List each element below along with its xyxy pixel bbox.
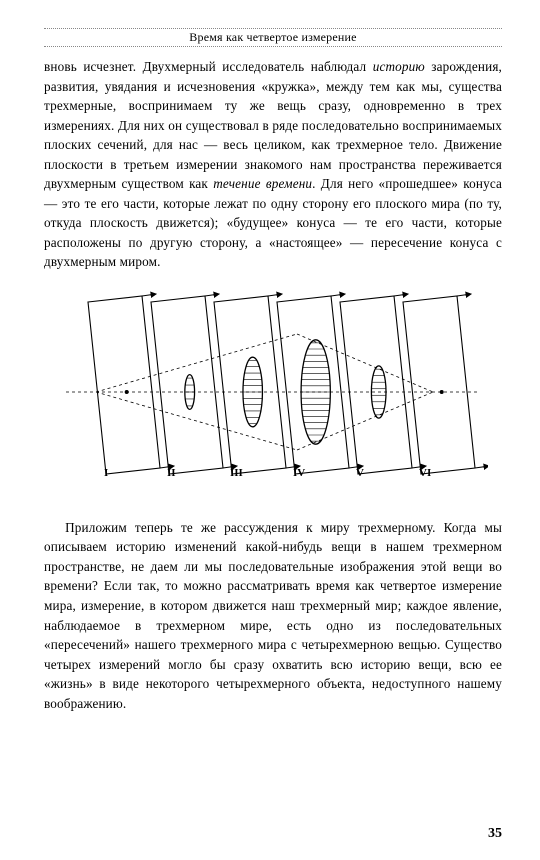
p1-italic-1: историю xyxy=(373,59,425,74)
cone-planes-svg: IIIIIIIVVVI xyxy=(58,284,488,504)
p1-italic-2: течение времени xyxy=(213,176,312,191)
body-text: вновь исчезнет. Двухмерный исследователь… xyxy=(44,57,502,272)
svg-text:I: I xyxy=(104,467,108,479)
svg-text:IV: IV xyxy=(293,467,305,479)
running-head: Время как четвертое измерение xyxy=(44,28,502,47)
cone-planes-figure: IIIIIIIVVVI xyxy=(44,284,502,504)
paragraph-1: вновь исчезнет. Двухмерный исследователь… xyxy=(44,57,502,272)
paragraph-2: Приложим теперь те же рассуждения к миру… xyxy=(44,518,502,713)
body-text-2: Приложим теперь те же рассуждения к миру… xyxy=(44,518,502,713)
p1-text-a: вновь исчезнет. Двухмерный исследователь… xyxy=(44,59,373,74)
page-number: 35 xyxy=(488,826,502,842)
svg-text:VI: VI xyxy=(419,467,431,479)
svg-text:II: II xyxy=(167,467,176,479)
svg-text:III: III xyxy=(230,467,243,479)
svg-text:V: V xyxy=(356,467,364,479)
p1-text-b: зарождения, развития, увядания и исчезно… xyxy=(44,59,502,191)
